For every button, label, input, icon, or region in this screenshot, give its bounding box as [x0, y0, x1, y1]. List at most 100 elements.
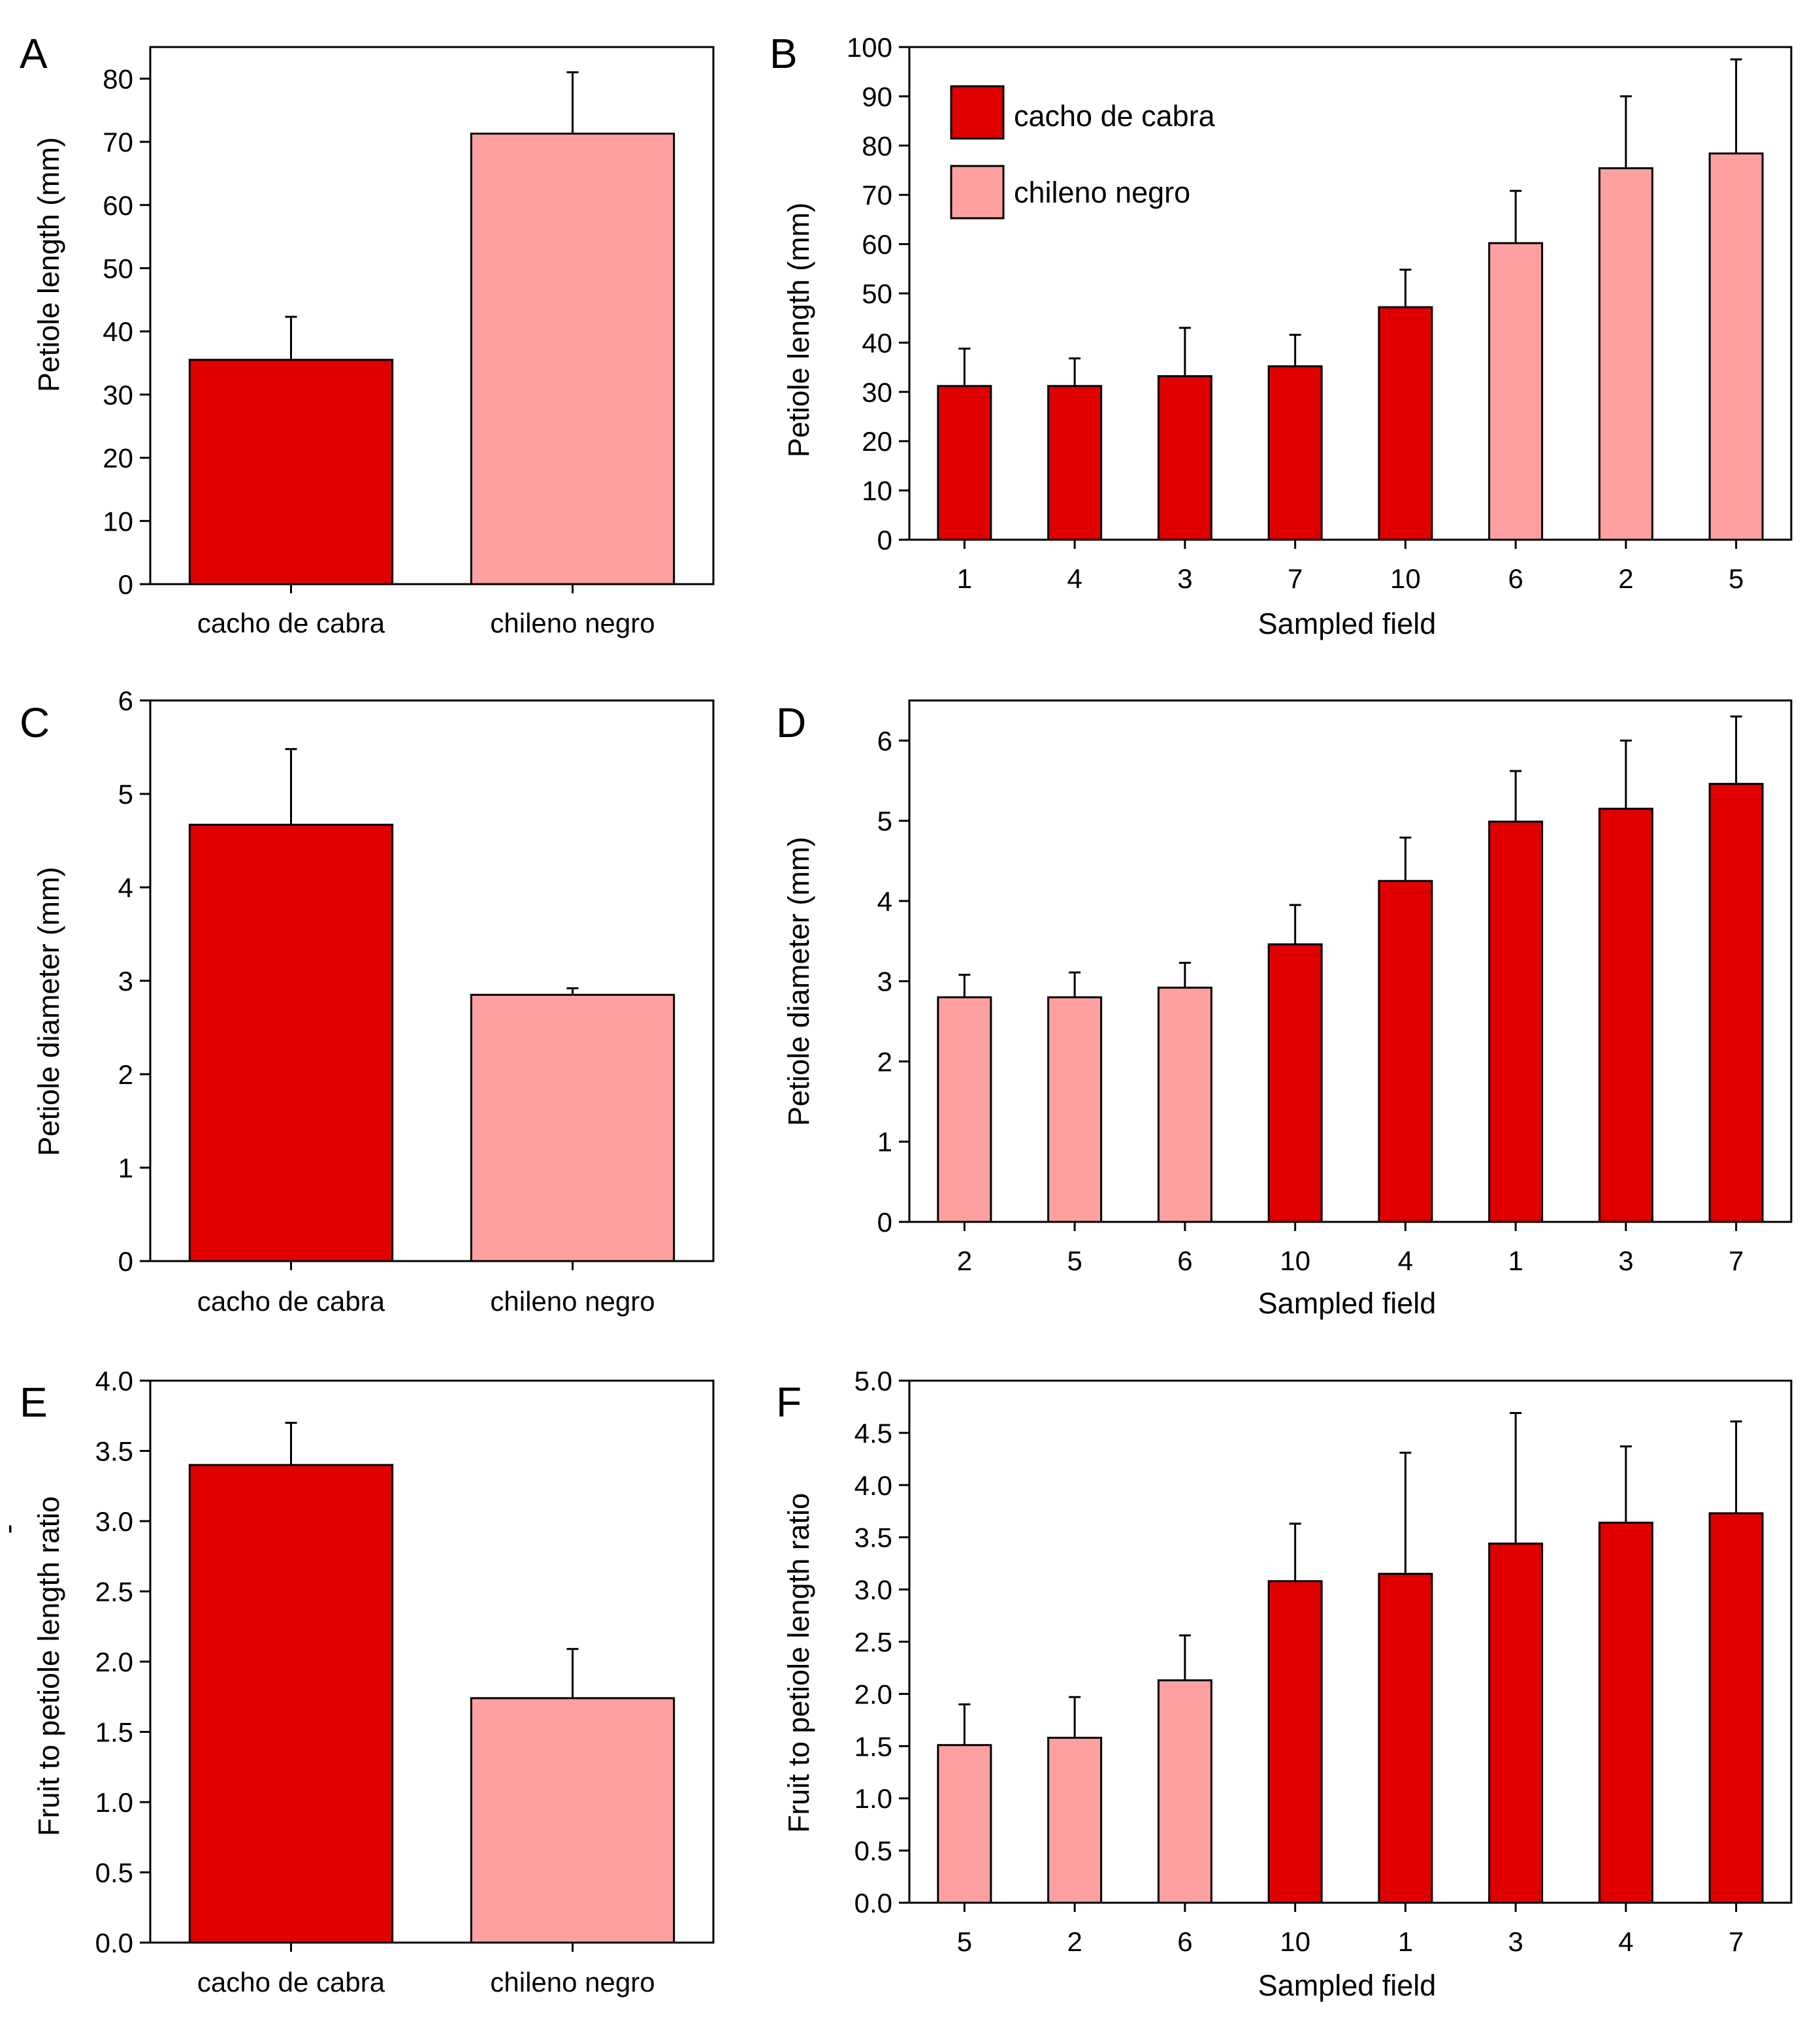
panel-e-bar-chileno-negro: [470, 1697, 675, 1944]
panel-b-ytick-label: 40: [862, 327, 892, 358]
panel-d-ytick-label: 2: [877, 1046, 892, 1077]
panel-f-bar-6: [1157, 1679, 1212, 1904]
panel-e: E 0.0 0.5 1.0 1.5 2.0 2.5 3.0 3.5 4.0 cacho de ca…: [0, 1366, 715, 1997]
panel-b-category-label: 10: [1390, 563, 1421, 594]
panel-letter-b: B: [770, 30, 798, 77]
panel-d-frame: [908, 699, 1793, 1223]
panel-a-ytick-label: 80: [103, 63, 133, 94]
panel-b-bar-2: [1598, 167, 1653, 541]
panel-d-plot: 0 1 2 3 4 5 6 2 5 6 10 4 1 3 7: [877, 699, 1793, 1276]
panel-e-ytick-label: 0.5: [95, 1858, 133, 1888]
panel-d-bar-2: [937, 996, 992, 1223]
panel-d-bar-5: [1047, 996, 1103, 1223]
panel-c-category-label: cacho de cabra: [197, 1286, 385, 1317]
panel-e-ylabel-mark: -: [0, 1524, 25, 1534]
panel-b-ytick-label: 70: [862, 180, 892, 210]
panel-b-ytick-label: 80: [862, 131, 892, 161]
panel-f-ytick-label: 0.5: [854, 1835, 892, 1866]
panel-f-ytick-label: 1.5: [854, 1731, 892, 1762]
panel-c-ytick-label: 0: [118, 1246, 133, 1277]
panel-d-xlabel: Sampled field: [1258, 1287, 1437, 1320]
panel-c-plot: 0 1 2 3 4 5 6 cacho de cabra chileno negro: [118, 685, 715, 1317]
panel-f-bar-3: [1488, 1542, 1544, 1904]
panel-d-ytick-label: 1: [877, 1126, 892, 1157]
panel-f-bar-2: [1047, 1737, 1103, 1904]
panel-f-ytick-label: 4.5: [854, 1418, 892, 1449]
panel-f-bar-1: [1378, 1573, 1433, 1904]
panel-a-ytick-label: 30: [103, 380, 133, 410]
panel-f-bar-10: [1267, 1580, 1323, 1904]
legend: cacho de cabra chileno negro: [950, 85, 1216, 220]
legend-swatch-cacho-de-cabra: [950, 85, 1005, 140]
panel-f-ytick-label: 4.0: [854, 1470, 892, 1501]
panel-a-ytick-label: 20: [103, 443, 133, 474]
panel-d-ytick-label: 4: [877, 886, 892, 917]
panel-e-ytick-label: 1.0: [95, 1787, 133, 1818]
panel-d-ytick-label: 0: [877, 1207, 892, 1238]
panel-f-category-label: 3: [1508, 1926, 1523, 1957]
panel-c-bar-chileno-negro: [470, 993, 675, 1262]
panel-b-bar-3: [1157, 375, 1212, 541]
panel-a-bar-chileno-negro: [470, 132, 675, 585]
panel-d-bar-1: [1488, 820, 1544, 1223]
panel-d-category-label: 1: [1508, 1245, 1523, 1276]
panel-b: B 0 10 20 30 40 50 60 70 80 90 100 1 4 3 7 10 6 2 5 Petiol…: [770, 30, 1793, 640]
panel-c-bar-cacho-de-cabra: [188, 823, 394, 1262]
panel-a-ylabel: Petiole length (mm): [32, 137, 65, 392]
panel-f-ytick-label: 2.0: [854, 1679, 892, 1709]
panel-b-category-label: 2: [1618, 563, 1633, 594]
panel-f-category-label: 10: [1280, 1926, 1310, 1957]
panel-e-category-label: chileno negro: [490, 1967, 655, 1997]
panel-letter-a: A: [20, 30, 48, 77]
panel-d-category-label: 2: [957, 1245, 972, 1276]
panel-b-ytick-label: 50: [862, 278, 892, 309]
panel-e-ytick-label: 4.0: [95, 1366, 133, 1396]
panel-c-ytick-label: 2: [118, 1059, 133, 1090]
panel-c-ytick-label: 5: [118, 779, 133, 810]
panel-f-bar-5: [937, 1744, 992, 1904]
panel-d-category-label: 6: [1177, 1245, 1192, 1276]
panel-e-ytick-label: 2.0: [95, 1647, 133, 1677]
panel-a: A 0 10 20 30 40 50 60 70 80 cacho de cabra chileno…: [20, 30, 715, 638]
panel-f-ytick-label: 3.5: [854, 1522, 892, 1553]
panel-b-bar-10: [1378, 306, 1433, 541]
panel-c-ytick-label: 4: [118, 872, 133, 903]
panel-f-ytick-label: 2.5: [854, 1627, 892, 1658]
panel-f-bar-7: [1708, 1512, 1764, 1904]
panel-b-category-label: 7: [1288, 563, 1303, 594]
panel-a-ytick-label: 60: [103, 190, 133, 221]
panel-b-ylabel: Petiole length (mm): [782, 203, 815, 457]
panel-a-ytick-label: 40: [103, 316, 133, 347]
panel-f-category-label: 1: [1398, 1926, 1413, 1957]
panel-d: D 0 1 2 3 4 5 6 2 5 6 10 4 1 3 7 Petiole diameter (mm)…: [776, 699, 1793, 1320]
panel-a-frame: [149, 46, 715, 585]
panel-f-bar-4: [1598, 1521, 1653, 1904]
panel-letter-e: E: [20, 1379, 48, 1426]
panel-f-category-label: 5: [957, 1926, 972, 1957]
panel-f-category-label: 6: [1177, 1926, 1192, 1957]
panel-d-category-label: 7: [1729, 1245, 1744, 1276]
panel-e-ylabel: Fruit to petiole length ratio: [32, 1496, 65, 1836]
panel-b-plot: 0 10 20 30 40 50 60 70 80 90 100 1 4 3 7 10 6 2 5: [847, 32, 1793, 594]
panel-b-bar-7: [1267, 365, 1323, 541]
panel-letter-f: F: [776, 1379, 802, 1426]
panel-f-xlabel: Sampled field: [1258, 1969, 1437, 2002]
panel-b-category-label: 6: [1508, 563, 1523, 594]
panel-d-ylabel: Petiole diameter (mm): [782, 837, 815, 1126]
panel-f-plot: 0.0 0.5 1.0 1.5 2.0 2.5 3.0 3.5 4.0 4.5 5.0 5 2 6 10 1 3…: [854, 1366, 1793, 1957]
panel-c: C 0 1 2 3 4 5 6 cacho de cabra chileno negro Pet…: [20, 685, 715, 1317]
panel-f-ylabel: Fruit to petiole length ratio: [782, 1493, 815, 1833]
panel-b-ytick-label: 60: [862, 229, 892, 260]
panel-b-xlabel: Sampled field: [1258, 607, 1437, 640]
panel-c-category-label: chileno negro: [490, 1286, 655, 1317]
panel-d-ytick-label: 3: [877, 966, 892, 997]
panel-a-ytick-label: 50: [103, 253, 133, 284]
panel-letter-c: C: [20, 699, 50, 746]
panel-a-ytick-label: 10: [103, 506, 133, 536]
panel-b-bar-6: [1488, 242, 1544, 541]
panel-d-category-label: 4: [1398, 1245, 1413, 1276]
panel-a-category-label: chileno negro: [490, 608, 655, 638]
legend-swatch-chileno-negro: [950, 165, 1005, 220]
panel-e-ytick-label: 3.0: [95, 1506, 133, 1537]
panel-d-category-label: 3: [1618, 1245, 1633, 1276]
